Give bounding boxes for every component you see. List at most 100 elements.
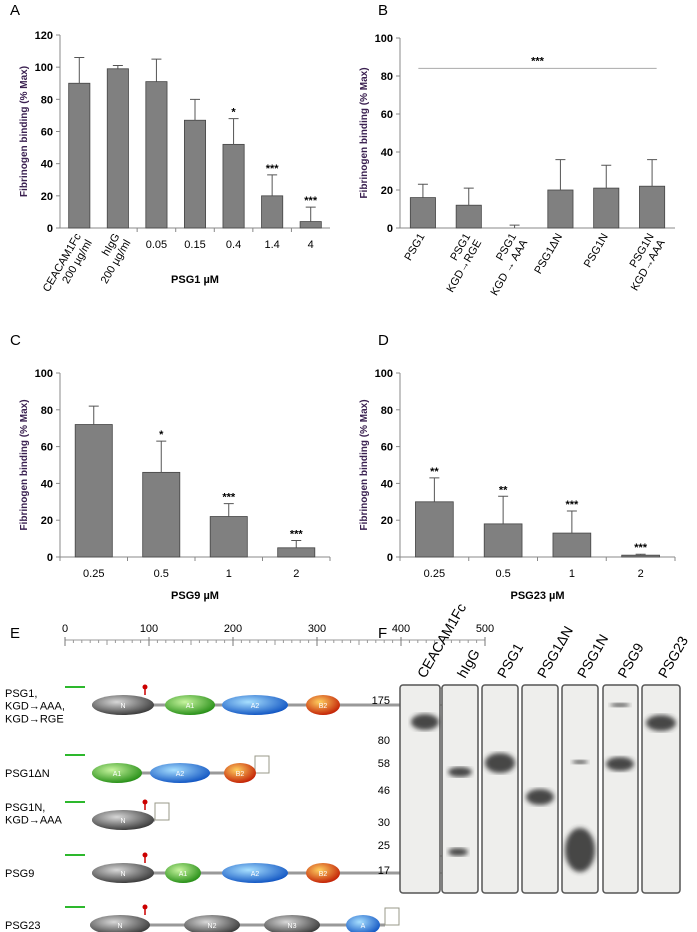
scale-tick-label: 100 [140,623,158,635]
bar [68,82,91,229]
lane-label: PSG1N [574,631,612,680]
bar [593,187,620,229]
x-axis-label: PSG23 µM [510,590,564,602]
y-tick-label: 60 [41,442,53,454]
annotation: * [159,429,164,441]
bar [639,185,666,229]
y-tick-label: 100 [35,62,53,74]
mw-marker: 17 [378,865,390,877]
annotation: * [231,107,236,119]
y-tick-label: 20 [41,191,53,203]
y-tick-label: 0 [387,552,393,564]
annotation: *** [222,492,236,504]
y-tick-label: 0 [47,552,53,564]
y-tick-label: 40 [41,159,53,171]
x-tick-label: PSG1KGD→RGE [434,232,485,295]
y-tick-label: 20 [41,515,53,527]
domain [224,763,256,783]
x-tick-label: 0.05 [146,239,167,251]
panel-label: D [378,332,389,349]
band [526,789,554,805]
domain [306,695,340,715]
y-axis-label: Fibrinogen binding (% Max) [359,67,370,198]
domain-label: A2 [176,771,185,778]
y-tick-label: 40 [381,147,393,159]
domain-label: A1 [186,703,195,710]
row-label: PSG1, KGD→AAA, KGD→RGE [5,688,65,725]
band [610,703,630,707]
y-tick-label: 60 [381,442,393,454]
mw-marker: 175 [372,695,390,707]
annotation: *** [290,528,304,540]
bar [222,143,245,229]
scale-tick-label: 300 [308,623,326,635]
domain-label: N [120,703,125,710]
y-axis-label: Fibrinogen binding (% Max) [19,399,30,530]
y-tick-label: 100 [375,368,393,380]
error-bar [228,118,239,145]
panel-label: B [378,2,388,19]
bar [547,189,574,229]
error-bar [291,539,302,548]
x-tick-label: 1 [569,568,575,580]
x-tick-label: PSG1NKGD→AAA [618,231,668,293]
domain-label: N [120,818,125,825]
domain [90,915,150,932]
bar [299,221,322,229]
band [411,714,439,730]
bar [552,532,592,558]
error-bar [566,510,577,534]
bar [106,68,129,229]
x-tick-label: 0.5 [154,568,169,580]
domain [92,763,142,783]
domain-label: A [361,923,366,930]
band [448,848,468,856]
y-tick-label: 20 [381,515,393,527]
error-bar [156,440,167,473]
domain-label: A1 [113,771,122,778]
error-bar [267,174,278,196]
x-tick-label: CEACAM1Fc200 µg/ml [41,231,95,300]
band [565,828,595,872]
error-bar [429,477,440,502]
error-bar [498,495,509,524]
x-tick-label: PSG1N [582,231,611,269]
panel-label: F [378,625,387,642]
pin-head [142,904,148,910]
scale-tick-label: 0 [62,623,68,635]
domain [306,863,340,883]
bar [74,424,113,558]
scale-tick-label: 400 [392,623,410,635]
y-tick-label: 80 [41,405,53,417]
domain [222,863,288,883]
annotation: *** [565,499,579,511]
annotation: *** [266,163,280,175]
x-tick-label: PSG1KGD → AAA [478,231,531,298]
mw-marker: 25 [378,840,390,852]
row-label: PSG9 [5,868,34,880]
panel-label: C [10,332,21,349]
row-label: PSG1ΔN [5,768,50,780]
lane [441,684,479,894]
error-bar [88,405,99,425]
x-axis-label: PSG9 µM [171,590,219,602]
panel-label: A [10,2,20,19]
mw-marker: 80 [378,735,390,747]
row-label: PSG1N, KGD→AAA [5,802,63,827]
error-bar [417,183,428,198]
domain [346,915,380,932]
error-bar [223,503,234,517]
x-tick-label: 0.15 [184,239,205,251]
error-bar [74,57,85,84]
domain [264,915,320,932]
bar [277,547,316,558]
domain-label: N [120,871,125,878]
x-axis-label: PSG1 µM [171,274,219,286]
error-bar [151,58,162,82]
tail-box [254,755,270,774]
annotation: ** [430,466,439,478]
y-tick-label: 100 [375,33,393,45]
y-tick-label: 120 [35,30,53,42]
bar [483,523,523,558]
